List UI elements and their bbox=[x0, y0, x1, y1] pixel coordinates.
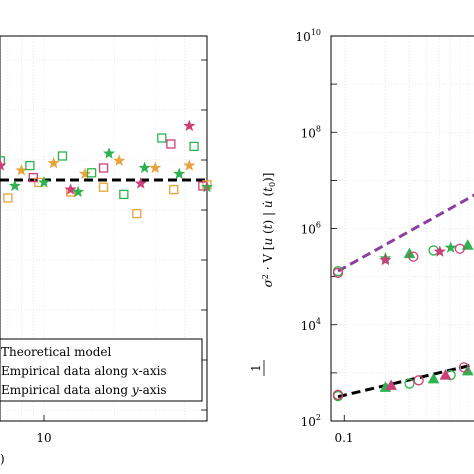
left-data-point bbox=[47, 156, 60, 169]
left-data-point bbox=[98, 182, 109, 192]
left-data-point bbox=[86, 168, 97, 178]
left-data-point bbox=[132, 208, 142, 219]
right-x-tick-label: 0.1 bbox=[334, 431, 353, 445]
right-y-tick-label: 102 bbox=[301, 413, 321, 429]
legend-entry-y-axis: Empirical data along y-axis bbox=[1, 383, 167, 397]
legend-entry-x-axis: Empirical data along x-axis bbox=[1, 364, 167, 378]
right-y-label-text: σ2 · V [u (t) | u̇ (t0)] bbox=[261, 173, 277, 288]
right-data-point bbox=[461, 239, 474, 250]
left-data-point bbox=[183, 159, 196, 171]
left-data-point bbox=[189, 141, 199, 152]
left-data-point bbox=[8, 179, 21, 192]
left-data-point bbox=[173, 167, 186, 180]
left-data-point bbox=[102, 147, 116, 159]
right-data-point bbox=[439, 369, 452, 380]
left-data-point bbox=[3, 193, 13, 203]
right-data-point bbox=[332, 267, 344, 278]
left-data-point bbox=[169, 184, 179, 195]
left-panel: Theoretical model Empirical data along x… bbox=[0, 35, 214, 466]
left-data-point bbox=[15, 164, 28, 176]
legend: Theoretical model Empirical data along x… bbox=[0, 338, 203, 402]
right-axes-box bbox=[330, 35, 474, 422]
left-data-point bbox=[64, 183, 77, 195]
right-data-point bbox=[404, 378, 415, 389]
right-y-tick-label: 106 bbox=[301, 221, 321, 237]
left-data-point bbox=[198, 181, 208, 191]
left-data-point bbox=[78, 167, 92, 180]
left-data-point bbox=[119, 189, 129, 200]
right-dashed-fit-line bbox=[337, 193, 474, 273]
right-data-point bbox=[444, 241, 457, 253]
right-data-point bbox=[379, 253, 392, 266]
right-data-point bbox=[332, 389, 344, 400]
left-data-point bbox=[71, 185, 85, 198]
right-panel: 1010 108 106 104 102 0.1 σ2 · V [u (t) | u̇ … bbox=[249, 28, 474, 445]
left-data-point bbox=[28, 172, 38, 183]
left-data-point bbox=[149, 161, 162, 174]
right-dashed-fit-line bbox=[337, 363, 474, 399]
left-axes-box bbox=[0, 35, 208, 422]
left-data-point bbox=[37, 176, 51, 188]
right-y-label-fraction-num: 1 bbox=[249, 364, 263, 372]
left-data-point bbox=[138, 161, 151, 174]
left-x-label-partial: ) bbox=[0, 452, 5, 466]
right-data-point bbox=[433, 245, 446, 257]
right-data-point bbox=[454, 243, 465, 254]
left-data-point bbox=[157, 133, 167, 143]
left-data-point bbox=[134, 177, 147, 189]
left-data-point bbox=[25, 160, 35, 171]
legend-entry-theoretical: Theoretical model bbox=[1, 345, 111, 359]
right-data-point bbox=[403, 247, 416, 259]
left-data-point bbox=[113, 154, 126, 166]
right-grid bbox=[331, 35, 474, 422]
right-series bbox=[332, 193, 474, 402]
left-data-point bbox=[57, 151, 68, 161]
left-series bbox=[0, 119, 214, 219]
left-data-point bbox=[0, 159, 7, 171]
left-grid bbox=[0, 36, 207, 421]
left-data-point bbox=[183, 119, 196, 132]
right-data-point bbox=[385, 379, 397, 390]
right-y-tick-label: 108 bbox=[301, 124, 321, 140]
right-y-label: σ2 · V [u (t) | u̇ (t0)] 1 bbox=[249, 173, 277, 376]
left-data-point bbox=[166, 139, 176, 149]
right-data-point bbox=[427, 372, 440, 384]
right-y-tick-label: 1010 bbox=[296, 28, 321, 44]
right-y-tick-label: 104 bbox=[301, 317, 321, 333]
legend-box bbox=[0, 338, 203, 402]
right-y-ticks: 1010 108 106 104 102 bbox=[296, 28, 321, 429]
right-data-point bbox=[408, 251, 419, 262]
left-data-point bbox=[98, 163, 109, 173]
right-data-point bbox=[458, 362, 470, 373]
left-x-tick-label: 10 bbox=[36, 431, 51, 445]
right-data-point bbox=[413, 375, 424, 386]
